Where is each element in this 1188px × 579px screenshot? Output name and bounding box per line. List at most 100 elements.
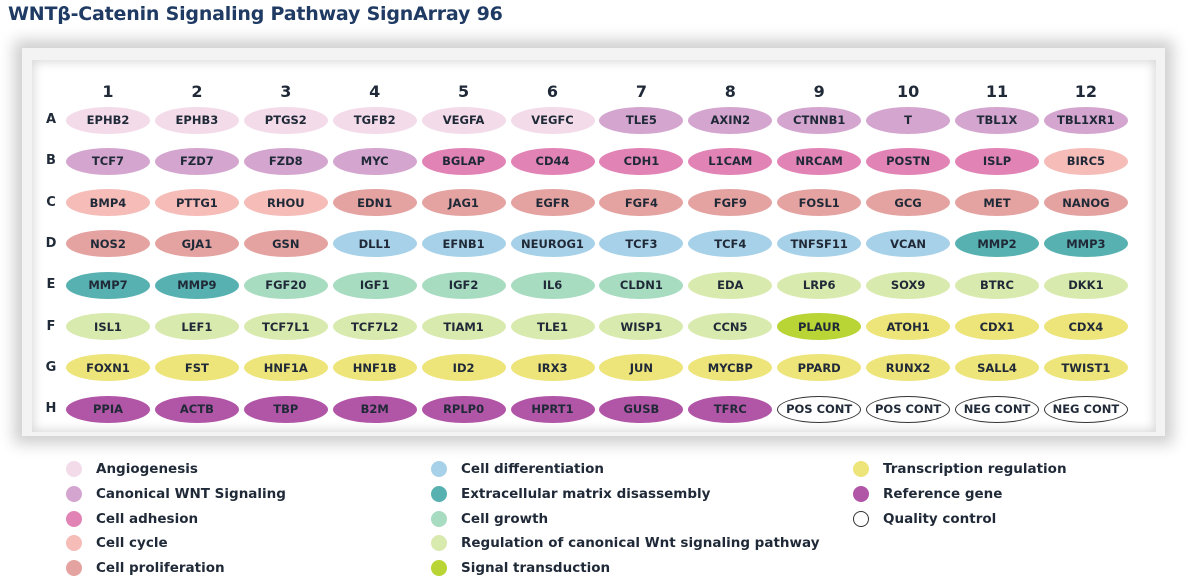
column-header: 8	[724, 82, 736, 101]
well-b5: BGLAP	[421, 147, 506, 175]
row-header: H	[45, 401, 57, 417]
well-f6: TLE1	[510, 313, 595, 340]
well-d1: NOS2	[66, 230, 150, 258]
well-f5: TIAM1	[421, 313, 506, 340]
legend-label: Quality control	[883, 510, 997, 527]
well-h4: B2M	[332, 395, 417, 423]
row-header: E	[46, 277, 56, 293]
well-b8: L1CAM	[688, 147, 773, 175]
legend-swatch-icon	[66, 461, 82, 477]
well-g6: IRX3	[510, 354, 595, 382]
well-f8: CCN5	[688, 313, 773, 340]
well-c3: RHOU	[243, 189, 328, 217]
well-g11: SALL4	[955, 354, 1039, 382]
well-b10: POSTN	[866, 147, 951, 175]
well-e10: SOX9	[866, 271, 951, 299]
legend-label: Angiogenesis	[96, 461, 198, 477]
well-d7: TCF3	[599, 230, 684, 258]
well-a12: TBL1XR1	[1043, 106, 1128, 134]
well-a2: EPHB3	[154, 106, 239, 134]
well-a4: TGFB2	[332, 106, 417, 134]
well-b3: FZD8	[243, 147, 328, 175]
well-b6: CD44	[510, 147, 595, 175]
legend-item-adh: Cell adhesion	[66, 508, 198, 530]
well-c4: EDN1	[332, 189, 417, 217]
legend-swatch-icon	[66, 485, 82, 502]
column-header: 10	[896, 82, 920, 101]
legend-swatch-icon	[66, 535, 82, 552]
legend-item-pro: Cell proliferation	[66, 557, 225, 579]
well-e12: DKK1	[1043, 271, 1128, 299]
well-b1: TCF7	[66, 147, 150, 175]
well-d9: TNFSF11	[777, 230, 862, 258]
well-d2: GJA1	[154, 230, 239, 258]
legend-swatch-icon	[431, 535, 447, 552]
well-h10: POS CONT	[866, 395, 951, 423]
well-c8: FGF9	[688, 189, 773, 217]
legend-label: Cell growth	[461, 510, 549, 527]
legend-swatch-icon	[853, 510, 869, 527]
well-g1: FOXN1	[66, 354, 150, 382]
well-f11: CDX1	[955, 313, 1039, 340]
well-h1: PPIA	[66, 395, 150, 423]
well-e1: MMP7	[66, 271, 150, 299]
well-e4: IGF1	[332, 271, 417, 299]
well-g7: JUN	[599, 354, 684, 382]
well-a3: PTGS2	[243, 106, 328, 134]
well-h2: ACTB	[154, 395, 239, 423]
well-b4: MYC	[332, 147, 417, 175]
well-b12: BIRC5	[1043, 147, 1128, 175]
legend-swatch-icon	[431, 510, 447, 527]
well-e7: CLDN1	[599, 271, 684, 299]
legend-label: Transcription regulation	[883, 461, 1067, 477]
column-header: 6	[546, 82, 559, 101]
well-d10: VCAN	[866, 230, 951, 258]
column-header: 2	[191, 82, 203, 101]
well-f10: ATOH1	[866, 313, 951, 340]
legend-label: Cell adhesion	[96, 510, 199, 527]
well-a1: EPHB2	[66, 106, 150, 134]
well-a10: T	[866, 106, 951, 134]
well-g8: MYCBP	[688, 354, 773, 382]
column-header: 1	[102, 82, 114, 101]
well-c12: NANOG	[1043, 189, 1128, 217]
well-a7: TLE5	[599, 106, 684, 134]
well-a9: CTNNB1	[777, 106, 862, 134]
row-header: A	[45, 112, 57, 127]
well-g9: PPARD	[777, 354, 862, 382]
well-c10: GCG	[866, 189, 951, 217]
well-e11: BTRC	[955, 271, 1039, 299]
legend-item-reg: Regulation of canonical Wnt signaling pa…	[431, 532, 820, 554]
well-e3: FGF20	[243, 271, 328, 299]
well-a6: VEGFC	[510, 106, 595, 134]
well-d5: EFNB1	[421, 230, 506, 258]
row-header: D	[45, 235, 57, 251]
well-f12: CDX4	[1043, 313, 1128, 340]
legend-item-tra: Transcription regulation	[853, 458, 1067, 480]
well-h9: POS CONT	[777, 395, 862, 423]
legend-item-cyc: Cell cycle	[66, 532, 168, 554]
legend-swatch-icon	[431, 485, 447, 502]
legend-item-dif: Cell differentiation	[431, 458, 604, 480]
well-h11: NEG CONT	[955, 395, 1039, 423]
row-header: B	[46, 153, 56, 169]
legend-label: Cell differentiation	[461, 461, 604, 477]
well-g10: RUNX2	[866, 354, 951, 382]
well-f7: WISP1	[599, 313, 684, 340]
well-f4: TCF7L2	[332, 313, 417, 340]
well-f1: ISL1	[66, 313, 150, 340]
legend-item-ang: Angiogenesis	[66, 458, 198, 480]
row-header: C	[46, 194, 56, 210]
well-g5: ID2	[421, 354, 506, 382]
well-a8: AXIN2	[688, 106, 773, 134]
legend-item-can: Canonical WNT Signaling	[66, 483, 286, 505]
column-header: 9	[813, 82, 825, 101]
legend-swatch-icon	[853, 485, 869, 502]
legend-item-ref: Reference gene	[853, 483, 1002, 505]
legend-label: Cell cycle	[96, 535, 168, 552]
well-f2: LEF1	[154, 313, 239, 340]
legend-swatch-icon	[66, 510, 82, 527]
well-h6: HPRT1	[510, 395, 595, 423]
well-c11: MET	[955, 189, 1039, 217]
legend-swatch-icon	[431, 560, 447, 577]
